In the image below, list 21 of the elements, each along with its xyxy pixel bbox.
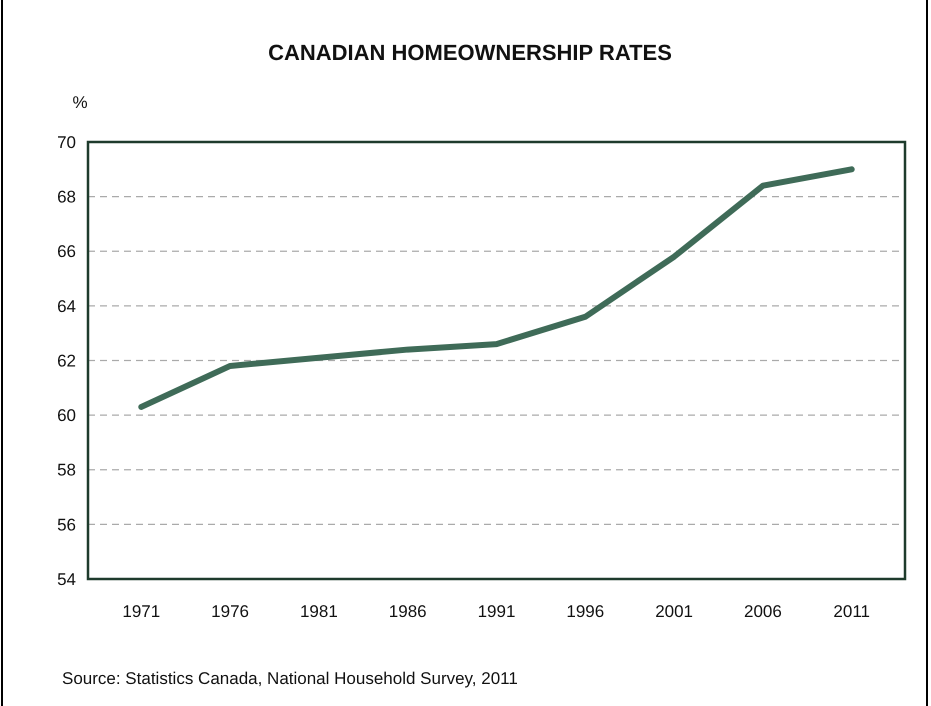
x-tick-label: 1991 xyxy=(478,602,516,621)
y-tick-label: 70 xyxy=(57,132,76,152)
y-tick-label: 68 xyxy=(57,188,76,207)
x-tick-label: 1976 xyxy=(211,602,249,621)
y-tick-label: 62 xyxy=(57,351,76,370)
y-axis-title: % xyxy=(72,93,88,112)
x-tick-label: 2006 xyxy=(744,602,782,621)
chart-title: CANADIAN HOMEOWNERSHIP RATES xyxy=(268,40,672,65)
source-note: Source: Statistics Canada, National Household Survey, 2011 xyxy=(62,669,518,688)
y-tick-label: 60 xyxy=(57,406,76,426)
x-tick-label: 2011 xyxy=(833,602,870,621)
x-tick-label: 1971 xyxy=(122,602,160,621)
x-tick-label: 1986 xyxy=(388,602,427,621)
x-tick-label: 1981 xyxy=(300,602,338,621)
x-tick-label: 2001 xyxy=(655,602,694,621)
x-tick-label: 1996 xyxy=(566,602,604,621)
y-tick-label: 56 xyxy=(57,515,76,534)
y-tick-label: 54 xyxy=(57,570,76,589)
y-tick-label: 66 xyxy=(57,242,76,262)
y-tick-label: 64 xyxy=(57,296,76,316)
y-tick-label: 58 xyxy=(57,460,76,480)
